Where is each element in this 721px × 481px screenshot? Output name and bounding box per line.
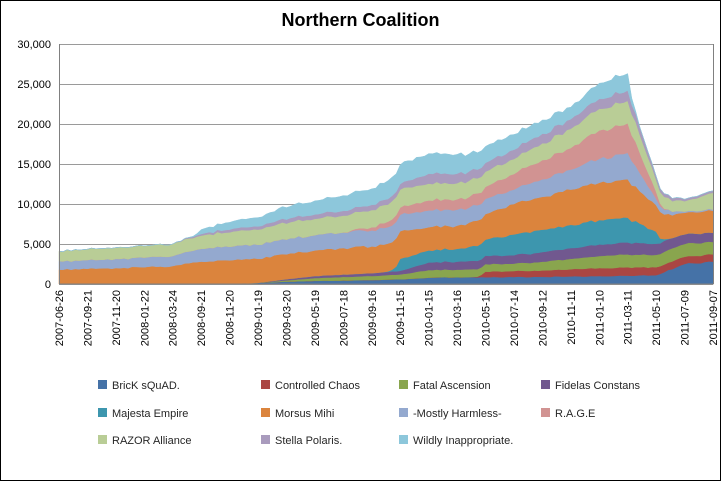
legend-item-label: BricK sQuAD. xyxy=(112,379,180,392)
legend-item: Fidelas Constans xyxy=(541,377,640,392)
x-axis-tick-label: 2010-01-15 xyxy=(424,290,436,346)
x-axis-tick-label: 2007-11-20 xyxy=(111,290,123,345)
legend-swatch-icon xyxy=(399,435,408,445)
x-axis-tick-label: 2009-09-16 xyxy=(367,290,379,346)
legend-swatch-icon xyxy=(399,408,408,418)
x-axis-tick-label: 2010-03-16 xyxy=(452,290,464,346)
x-axis-tick-label: 2011-07-09 xyxy=(680,290,692,345)
legend-item: RAZOR Alliance xyxy=(98,432,192,447)
legend-item-label: Fatal Ascension xyxy=(413,379,491,392)
x-axis-tick-label: 2011-01-10 xyxy=(594,290,606,345)
y-axis-tick-label: 5,000 xyxy=(23,239,51,251)
y-axis-tick-label: 20,000 xyxy=(17,119,51,131)
legend-item: BricK sQuAD. xyxy=(98,377,180,392)
legend-swatch-icon xyxy=(98,408,107,418)
legend-item-label: R.A.G.E xyxy=(555,407,596,420)
x-axis-tick-label: 2008-03-24 xyxy=(168,290,180,346)
y-axis-tick-label: 0 xyxy=(45,279,51,291)
legend-item: -Mostly Harmless- xyxy=(399,405,502,420)
legend-swatch-icon xyxy=(541,380,550,390)
legend-item-label: Stella Polaris. xyxy=(275,434,343,447)
x-axis-tick-label: 2011-03-11 xyxy=(623,290,635,345)
x-axis-tick-label: 2009-03-20 xyxy=(281,290,293,346)
legend-item-label: Controlled Chaos xyxy=(275,379,360,392)
x-axis-tick-label: 2011-09-07 xyxy=(708,290,720,345)
x-axis-tick-label: 2008-09-21 xyxy=(196,290,208,346)
legend-swatch-icon xyxy=(399,380,408,390)
x-axis-tick-label: 2008-11-20 xyxy=(225,290,237,345)
y-axis-tick-label: 25,000 xyxy=(17,79,51,91)
legend-item: Stella Polaris. xyxy=(261,432,343,447)
legend-swatch-icon xyxy=(261,408,270,418)
legend-swatch-icon xyxy=(541,408,550,418)
legend-item: Wildly Inappropriate. xyxy=(399,432,514,447)
x-axis-tick-label: 2009-11-15 xyxy=(395,290,407,345)
legend-item: Majesta Empire xyxy=(98,405,189,420)
x-axis-tick-label: 2011-05-10 xyxy=(651,290,663,345)
y-axis-tick-label: 15,000 xyxy=(17,159,51,171)
x-axis-tick-label: 2010-09-12 xyxy=(537,290,549,346)
legend-item-label: Wildly Inappropriate. xyxy=(413,434,514,447)
legend-item-label: -Mostly Harmless- xyxy=(413,407,502,420)
x-axis-tick-label: 2010-05-15 xyxy=(481,290,493,346)
legend-item: Controlled Chaos xyxy=(261,377,360,392)
legend-swatch-icon xyxy=(98,435,107,445)
x-axis-tick-label: 2007-09-21 xyxy=(82,290,94,346)
x-axis-tick-label: 2010-07-14 xyxy=(509,290,521,346)
chart-title: Northern Coalition xyxy=(281,10,440,30)
legend-swatch-icon xyxy=(98,380,107,390)
legend-item-label: Morsus Mihi xyxy=(275,407,335,420)
x-axis-tick-label: 2007-06-26 xyxy=(54,290,66,346)
x-axis-tick-label: 2010-11-11 xyxy=(566,290,578,345)
x-axis-tick-label: 2008-01-22 xyxy=(139,290,151,346)
y-axis-tick-label: 10,000 xyxy=(17,199,51,211)
x-axis-tick-label: 2009-05-19 xyxy=(310,290,322,346)
legend-item: Fatal Ascension xyxy=(399,377,491,392)
legend-item-label: RAZOR Alliance xyxy=(112,434,192,447)
legend-item: Morsus Mihi xyxy=(261,405,335,420)
x-axis-tick-label: 2009-07-18 xyxy=(338,290,350,346)
legend-item-label: Fidelas Constans xyxy=(555,379,640,392)
y-axis-tick-label: 30,000 xyxy=(17,39,51,51)
legend-item-label: Majesta Empire xyxy=(112,407,189,420)
legend-swatch-icon xyxy=(261,380,270,390)
x-axis-tick-label: 2009-01-19 xyxy=(253,290,265,346)
legend-swatch-icon xyxy=(261,435,270,445)
legend-item: R.A.G.E xyxy=(541,405,596,420)
